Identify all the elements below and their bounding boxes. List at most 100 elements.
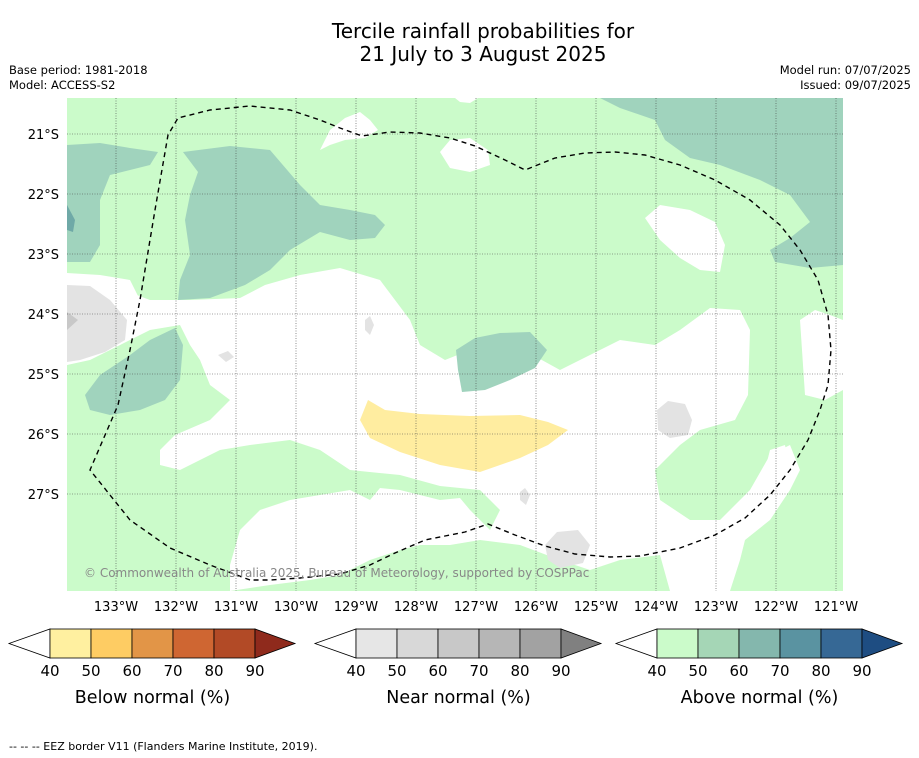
- near-normal-region-west: [67, 285, 127, 362]
- no-dominant-region-east: [645, 205, 725, 272]
- colorbar-segment: [355, 628, 398, 659]
- above-normal-region-northwest: [67, 143, 158, 262]
- latitude-label: 26°S: [28, 428, 59, 443]
- colorbar-under-extension: [614, 628, 658, 659]
- colorbar-title: Below normal (%): [75, 688, 230, 708]
- longitude-label: 126°W: [514, 600, 558, 615]
- colorbar: 40 50 60 70 80 90 Above normal (%): [614, 628, 904, 708]
- no-dominant-region-north: [440, 138, 490, 172]
- colorbar-tick-label: 50: [387, 662, 406, 680]
- above-normal-region-northeast: [600, 98, 843, 268]
- near-normal-region-south: [545, 530, 590, 568]
- longitude-label: 121°W: [814, 600, 858, 615]
- longitude-label: 127°W: [454, 600, 498, 615]
- copyright-notice: © Commonwealth of Australia 2025, Bureau…: [84, 566, 589, 580]
- colorbar-segment: [697, 628, 740, 659]
- colorbar: 40 50 60 70 80 90 Near normal (%): [313, 628, 603, 708]
- issued-date: Issued: 09/07/2025: [800, 78, 911, 92]
- colorbar-tick-label: 70: [163, 662, 182, 680]
- colorbar-segment: [820, 628, 863, 659]
- above-normal-region-southwest: [85, 328, 183, 415]
- latitude-label: 24°S: [28, 308, 59, 323]
- colorbar-under-extension: [313, 628, 357, 659]
- colorbar-tick-label: 50: [81, 662, 100, 680]
- base-period: Base period: 1981-2018: [9, 63, 148, 77]
- colorbar-tick-label: 80: [510, 662, 529, 680]
- colorbar-segment: [519, 628, 562, 659]
- longitude-label: 131°W: [214, 600, 258, 615]
- latitude-label: 22°S: [28, 188, 59, 203]
- colorbar-segment: [478, 628, 521, 659]
- longitude-labels: 133°W 132°W 131°W 130°W 129°W 128°W 127°W 126°W…: [94, 600, 858, 615]
- map-title: Tercile rainfall probabilities for 21 Ju…: [0, 20, 919, 66]
- colorbar: 40 50 60 70 80 90 Below normal (%): [7, 628, 297, 708]
- colorbar-segment: [738, 628, 781, 659]
- model-name: Model: ACCESS-S2: [9, 78, 116, 92]
- title-line-1: Tercile rainfall probabilities for: [331, 19, 635, 43]
- near-normal-region-small-3: [520, 488, 530, 505]
- title-line-2: 21 July to 3 August 2025: [359, 42, 607, 66]
- longitude-label: 124°W: [634, 600, 678, 615]
- near-normal-region-east: [657, 401, 692, 438]
- colorbar-segment: [90, 628, 133, 659]
- near-normal-region-small-2: [365, 316, 374, 335]
- above-normal-region-west-edge: [67, 205, 75, 232]
- longitude-label: 129°W: [334, 600, 378, 615]
- latitude-label: 25°S: [28, 368, 59, 383]
- below-normal-region: [360, 400, 568, 472]
- colorbar-tick-label: 40: [647, 662, 666, 680]
- latitude-label: 21°S: [28, 128, 59, 143]
- meta-left: Base period: 1981-2018 Model: ACCESS-S2: [9, 63, 148, 93]
- colorbar-segment: [213, 628, 256, 659]
- colorbar-tick-label: 80: [204, 662, 223, 680]
- model-run: Model run: 07/07/2025: [779, 63, 911, 77]
- colorbar-segment: [779, 628, 822, 659]
- longitude-label: 128°W: [394, 600, 438, 615]
- longitude-label: 125°W: [574, 600, 618, 615]
- no-dominant-region-se: [765, 445, 790, 500]
- colorbar-title: Near normal (%): [386, 688, 531, 708]
- colorbar-over-extension: [254, 628, 297, 659]
- colorbar-under-extension: [7, 628, 51, 659]
- above-normal-region-central: [456, 332, 547, 392]
- colorbar-tick-label: 70: [469, 662, 488, 680]
- longitude-label: 133°W: [94, 600, 138, 615]
- no-dominant-region-far-east: [800, 310, 843, 400]
- colorbar-tick-label: 40: [346, 662, 365, 680]
- longitude-label: 123°W: [694, 600, 738, 615]
- colorbar-over-extension: [560, 628, 603, 659]
- colorbar-segment: [49, 628, 92, 659]
- colorbar-title: Above normal (%): [681, 688, 839, 708]
- colorbar-tick-label: 40: [40, 662, 59, 680]
- colorbar-tick-label: 90: [551, 662, 570, 680]
- longitude-label: 122°W: [754, 600, 798, 615]
- colorbar-tick-label: 50: [688, 662, 707, 680]
- above-normal-region-central-west: [178, 146, 385, 300]
- colorbar-tick-label: 90: [852, 662, 871, 680]
- colorbar-tick-label: 80: [811, 662, 830, 680]
- colorbar-segment: [656, 628, 699, 659]
- longitude-label: 130°W: [274, 600, 318, 615]
- near-normal-region-small-1: [218, 351, 234, 362]
- latitude-labels: 21°S 22°S 23°S 24°S 25°S 26°S 27°S: [28, 128, 59, 503]
- longitude-label: 132°W: [154, 600, 198, 615]
- latitude-label: 27°S: [28, 488, 59, 503]
- no-dominant-region-top-strip: [455, 98, 478, 103]
- colorbar-segment: [172, 628, 215, 659]
- near-normal-region-west-dark: [67, 312, 78, 330]
- probability-field: [67, 98, 843, 591]
- colorbar-over-extension: [861, 628, 904, 659]
- colorbar-tick-label: 60: [428, 662, 447, 680]
- colorbar-segment: [131, 628, 174, 659]
- colorbar-tick-label: 60: [122, 662, 141, 680]
- graticule: [67, 98, 843, 591]
- colorbar-segment: [437, 628, 480, 659]
- colorbar-group: 40 50 60 70 80 90 Below normal (%) 40 50 60 70 80 90…: [7, 628, 904, 708]
- meta-right: Model run: 07/07/2025 Issued: 09/07/2025: [780, 63, 911, 93]
- colorbar-tick-label: 90: [245, 662, 264, 680]
- eez-legend-footer: -- -- -- EEZ border V11 (Flanders Marine…: [9, 740, 318, 753]
- colorbar-tick-label: 70: [770, 662, 789, 680]
- colorbar-segment: [396, 628, 439, 659]
- colorbar-tick-label: 60: [729, 662, 748, 680]
